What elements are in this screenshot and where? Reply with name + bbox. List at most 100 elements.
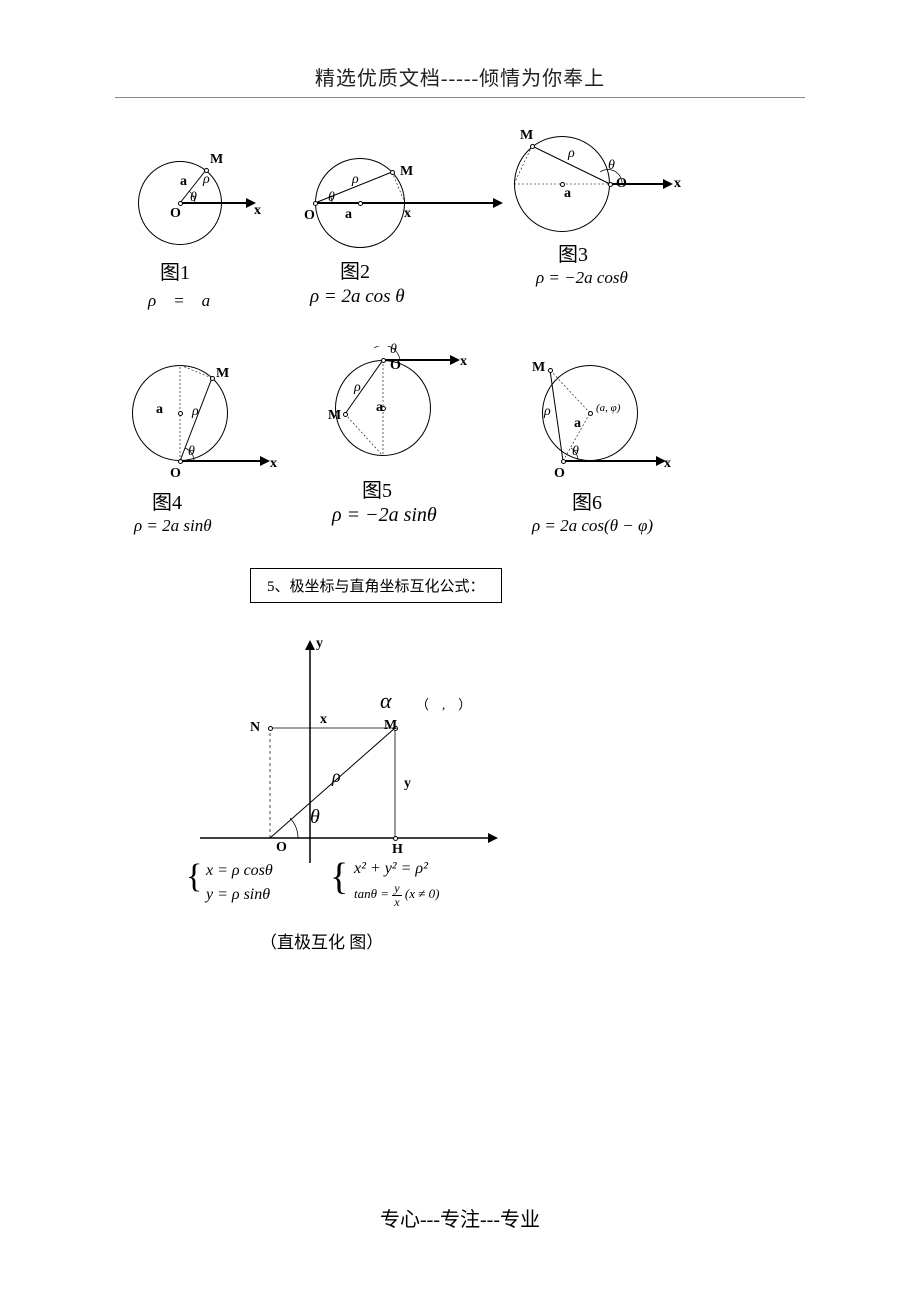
rect-eq-left-2: y = ρ sinθ bbox=[206, 886, 273, 904]
fig6-theta: θ bbox=[572, 444, 579, 460]
fig3-rho: ρ bbox=[568, 146, 575, 162]
rect-yseg: y bbox=[404, 776, 411, 792]
fig5-caption: 图5 bbox=[362, 474, 392, 503]
fig2-theta: θ bbox=[328, 190, 335, 206]
fig3-a: a bbox=[564, 186, 571, 202]
fig5-a: a bbox=[376, 400, 383, 416]
eq-r2-num: y bbox=[392, 882, 401, 896]
page: 精选优质文档-----倾情为你奉上 O M ρ a θ x 图1 ρ = a bbox=[0, 0, 920, 1302]
rect-H-label: H bbox=[392, 842, 403, 858]
rect-O-label: O bbox=[276, 840, 287, 856]
fig3-O-pt bbox=[608, 182, 613, 187]
rect-rho: ρ bbox=[332, 766, 341, 787]
fig2-M-pt bbox=[390, 170, 395, 175]
header-text: 精选优质文档-----倾情为你奉上 bbox=[315, 68, 605, 90]
footer-text: 专心---专注---专业 bbox=[380, 1209, 540, 1231]
fig4-M-pt bbox=[210, 376, 215, 381]
fig4-caption: 图4 bbox=[152, 486, 182, 515]
fig2-O-pt bbox=[313, 201, 318, 206]
fig3-O-label: O bbox=[616, 176, 627, 192]
page-footer: 专心---专注---专业 bbox=[0, 1203, 920, 1232]
figure-canvas: O M ρ a θ x 图1 ρ = a O M a ρ bbox=[110, 148, 810, 1148]
fig5-theta: θ bbox=[390, 342, 397, 358]
rect-theta: θ bbox=[310, 806, 320, 829]
fig4: O M a ρ θ x 图4 ρ = 2a sinθ bbox=[120, 358, 290, 578]
fig2-a: a bbox=[345, 207, 352, 223]
fig3-theta: θ bbox=[608, 158, 615, 174]
fig2-caption: 图2 bbox=[340, 255, 370, 284]
fig3-x: x bbox=[674, 176, 681, 192]
fig6-center: (a, φ) bbox=[596, 402, 620, 414]
fig2-rho: ρ bbox=[352, 172, 359, 188]
fig4-theta: θ bbox=[188, 444, 195, 460]
rect-eq-right-1: x² + y² = ρ² bbox=[354, 860, 439, 878]
fig5-axis-arrow bbox=[450, 355, 460, 365]
eq-r2-den: x bbox=[392, 896, 401, 909]
fig2-axis-arrow bbox=[493, 198, 503, 208]
fig3-axis-arrow bbox=[663, 179, 673, 189]
fig6-eq: ρ = 2a cos(θ − φ) bbox=[532, 516, 653, 536]
fig1-x: x bbox=[254, 203, 261, 219]
fig5-x: x bbox=[460, 354, 467, 370]
fig6-O-label: O bbox=[554, 466, 565, 482]
rect-xseg: x bbox=[320, 712, 327, 728]
fig4-O-pt bbox=[178, 459, 183, 464]
section-box-text: 5、极坐标与直角坐标互化公式： bbox=[267, 579, 485, 595]
fig4-axis-arrow bbox=[260, 456, 270, 466]
eq-r2-post: (x ≠ 0) bbox=[405, 886, 440, 901]
fig5-rho: ρ bbox=[354, 380, 361, 396]
eq-r2-pre: tanθ = bbox=[354, 886, 392, 901]
fig2-C-pt bbox=[358, 201, 363, 206]
brace-icon: { bbox=[186, 858, 202, 896]
section-box: 5、极坐标与直角坐标互化公式： bbox=[250, 568, 502, 603]
rect-fig: O N M H α （ , ） x y ρ θ y { x = ρ cosθ y… bbox=[180, 618, 640, 998]
fig1-O-label: O bbox=[170, 206, 181, 222]
fig5-M-label: M bbox=[328, 408, 341, 424]
brace-icon: { bbox=[330, 855, 348, 899]
rect-alpha: α bbox=[380, 688, 392, 714]
fig6-a: a bbox=[574, 416, 581, 432]
rect-eq-left-1: x = ρ cosθ bbox=[206, 862, 273, 880]
rect-eq-right-2: tanθ = y x (x ≠ 0) bbox=[354, 882, 439, 908]
rect-paren: （ , ） bbox=[416, 694, 471, 713]
fig5-O-pt bbox=[381, 358, 386, 363]
rect-yaxis-arrow bbox=[305, 640, 315, 650]
header-rule bbox=[115, 97, 805, 98]
rect-caption: （直极互化 图） bbox=[260, 928, 383, 953]
fig1: O M ρ a θ x 图1 ρ = a bbox=[120, 148, 280, 348]
fig3-eq: ρ = −2a cosθ bbox=[536, 268, 628, 288]
fig3: O M a ρ θ x 图3 ρ = −2a cosθ bbox=[510, 136, 710, 336]
fig2: O M a ρ θ x 图2 ρ = 2a cos θ bbox=[300, 150, 520, 350]
fig4-O-label: O bbox=[170, 466, 181, 482]
fig6-M-pt bbox=[548, 368, 553, 373]
page-header: 精选优质文档-----倾情为你奉上 bbox=[0, 62, 920, 91]
rect-N-label: N bbox=[250, 720, 260, 736]
fig2-eq: ρ = 2a cos θ bbox=[310, 286, 405, 308]
rect-H-pt bbox=[393, 836, 398, 841]
fig5-O-label: O bbox=[390, 358, 401, 374]
fig4-x: x bbox=[270, 456, 277, 472]
eq-r2-frac: y x bbox=[392, 882, 401, 908]
fig6-O-pt bbox=[561, 459, 566, 464]
fig2-M-label: M bbox=[400, 164, 413, 180]
fig2-O-label: O bbox=[304, 208, 315, 224]
fig3-M-label: M bbox=[520, 128, 533, 144]
fig4-rho: ρ bbox=[192, 404, 199, 420]
fig6-C-pt bbox=[588, 411, 593, 416]
rect-xaxis-arrow bbox=[488, 833, 498, 843]
fig4-C-pt bbox=[178, 411, 183, 416]
fig5-M-pt bbox=[343, 412, 348, 417]
fig2-x: x bbox=[404, 206, 411, 222]
fig1-eq: ρ = a bbox=[148, 286, 210, 311]
fig6-x: x bbox=[664, 456, 671, 472]
fig5: O M a ρ θ x 图5 ρ = −2a sinθ bbox=[320, 346, 500, 576]
fig1-a: a bbox=[180, 174, 187, 190]
rect-M-label: M bbox=[384, 718, 397, 734]
fig4-a: a bbox=[156, 402, 163, 418]
fig1-rho: ρ bbox=[203, 172, 210, 188]
fig5-eq: ρ = −2a sinθ bbox=[332, 504, 437, 527]
fig6: O M a (a, φ) ρ θ x 图6 ρ = 2a cos(θ − φ) bbox=[530, 358, 730, 588]
fig1-caption: 图1 bbox=[160, 256, 190, 285]
fig3-caption: 图3 bbox=[558, 238, 588, 267]
rect-yaxis: y bbox=[316, 636, 323, 652]
